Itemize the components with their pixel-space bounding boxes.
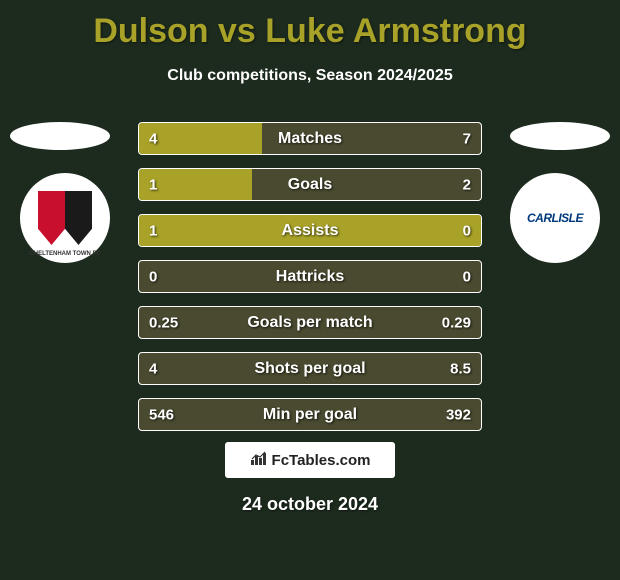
footer-logo-text: FcTables.com [272,452,371,469]
stat-label: Assists [282,222,339,240]
stat-value-left: 1 [149,176,157,193]
right-team-badge: CARLISLE [510,173,600,263]
stat-label: Shots per goal [254,360,365,378]
stat-bar-left [139,123,262,154]
stat-row: 546 392 Min per goal [138,398,482,431]
stat-row: 1 2 Goals [138,168,482,201]
left-badge-label: CHELTENHAM TOWN FC [20,251,110,257]
stat-value-left: 4 [149,360,157,377]
stats-container: 4 7 Matches 1 2 Goals 1 0 Assists 0 0 Hattricks 0.25… [138,122,482,444]
stat-value-left: 546 [149,406,174,423]
stat-row: 4 7 Matches [138,122,482,155]
shield-right-half-icon [65,191,92,245]
stat-value-right: 0 [463,268,471,285]
stat-row: 0.25 0.29 Goals per match [138,306,482,339]
right-flag-ellipse [510,122,610,150]
stat-value-left: 1 [149,222,157,239]
footer-logo: FcTables.com [225,442,395,478]
shield-left-half-icon [38,191,65,245]
stat-row: 1 0 Assists [138,214,482,247]
stat-value-right: 0 [463,222,471,239]
stat-label: Goals [288,176,332,194]
page-title: Dulson vs Luke Armstrong [0,0,620,51]
stat-value-right: 8.5 [450,360,471,377]
right-badge-label: CARLISLE [527,211,583,225]
stat-row: 4 8.5 Shots per goal [138,352,482,385]
footer-date: 24 october 2024 [242,494,378,515]
stat-value-right: 7 [463,130,471,147]
stat-value-right: 0.29 [442,314,471,331]
stat-value-left: 0.25 [149,314,178,331]
left-team-badge: CHELTENHAM TOWN FC [20,173,110,263]
stat-row: 0 0 Hattricks [138,260,482,293]
stat-label: Hattricks [276,268,344,286]
stat-value-right: 392 [446,406,471,423]
stat-label: Min per goal [263,406,357,424]
stat-value-left: 4 [149,130,157,147]
stat-label: Matches [278,130,342,148]
chart-icon [250,451,268,470]
stat-value-left: 0 [149,268,157,285]
stat-label: Goals per match [247,314,372,332]
page-subtitle: Club competitions, Season 2024/2025 [0,67,620,85]
stat-value-right: 2 [463,176,471,193]
left-flag-ellipse [10,122,110,150]
